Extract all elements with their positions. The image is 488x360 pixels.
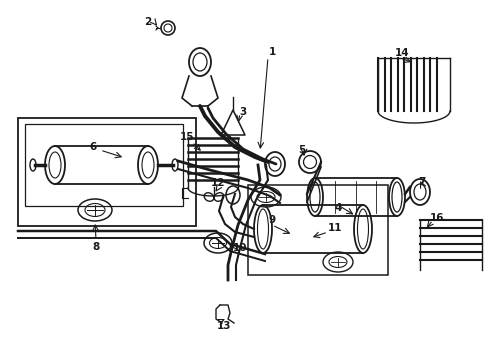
Bar <box>18 118 196 226</box>
Text: 9: 9 <box>268 215 275 225</box>
Text: 14: 14 <box>394 48 408 58</box>
Text: 7: 7 <box>417 177 425 187</box>
Text: 10: 10 <box>232 243 247 253</box>
Text: 8: 8 <box>92 242 100 252</box>
Bar <box>25 124 183 206</box>
Text: 16: 16 <box>429 213 443 223</box>
Text: 4: 4 <box>334 203 341 213</box>
Text: 5: 5 <box>298 145 305 155</box>
Text: 12: 12 <box>210 178 225 188</box>
Text: 6: 6 <box>89 142 97 152</box>
Text: 11: 11 <box>327 223 342 233</box>
Text: 3: 3 <box>239 107 246 117</box>
Text: 13: 13 <box>216 321 231 331</box>
Bar <box>247 185 387 275</box>
Text: 2: 2 <box>144 17 151 27</box>
Text: 1: 1 <box>268 47 275 57</box>
Text: 15: 15 <box>180 132 194 142</box>
